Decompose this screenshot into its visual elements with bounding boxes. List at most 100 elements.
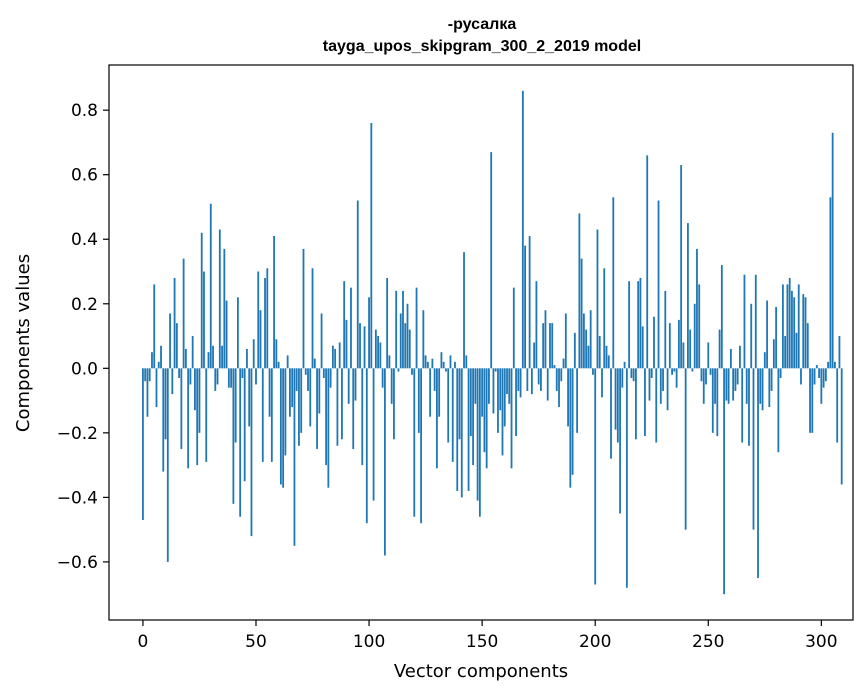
bar	[797, 284, 800, 369]
bar	[390, 368, 393, 404]
bar	[510, 368, 513, 469]
bar	[521, 90, 524, 369]
bar	[490, 152, 493, 369]
bar	[834, 361, 836, 369]
bar	[234, 368, 237, 443]
bar	[361, 368, 364, 466]
bar	[813, 368, 816, 385]
bar	[739, 345, 741, 369]
bar	[291, 368, 294, 408]
bar	[424, 355, 427, 369]
bar	[442, 361, 445, 369]
bar	[198, 368, 201, 433]
bar	[732, 368, 735, 401]
bar	[655, 368, 658, 443]
bar	[784, 336, 787, 369]
bar	[191, 336, 194, 369]
bar	[736, 368, 739, 385]
bar	[160, 345, 162, 369]
bar	[761, 368, 764, 411]
bars-group	[142, 90, 843, 595]
bar	[318, 368, 321, 414]
bar	[189, 368, 192, 385]
bar	[829, 197, 832, 369]
bar	[481, 368, 484, 417]
bar	[800, 368, 802, 385]
bar	[601, 368, 603, 398]
bar	[485, 368, 488, 469]
bar	[766, 300, 768, 369]
bar	[499, 368, 502, 411]
bar	[408, 329, 411, 369]
bar	[157, 361, 160, 369]
bar	[711, 368, 714, 433]
y-tick-label: −0.2	[57, 424, 98, 444]
bar	[831, 132, 834, 369]
bar	[365, 368, 368, 524]
bar	[331, 345, 334, 369]
bar	[180, 368, 183, 449]
bar	[250, 368, 253, 537]
bar	[497, 368, 499, 433]
bar	[343, 281, 346, 369]
bar	[374, 329, 377, 369]
bar	[474, 368, 477, 404]
bar	[748, 368, 750, 446]
bar	[589, 310, 592, 369]
bar	[212, 345, 214, 369]
bar	[757, 368, 759, 579]
bar	[429, 368, 432, 417]
bar	[445, 368, 447, 372]
bar	[684, 368, 687, 530]
bar	[207, 352, 210, 369]
bar	[725, 368, 728, 401]
bar	[404, 323, 407, 369]
bar	[641, 326, 644, 369]
bar	[302, 248, 305, 369]
bar	[415, 287, 418, 369]
bar	[345, 319, 348, 369]
bar	[795, 332, 798, 369]
bar	[356, 200, 359, 369]
bar	[515, 368, 517, 437]
bar	[255, 368, 257, 385]
bar	[488, 368, 490, 404]
bar	[388, 355, 391, 369]
bar	[616, 368, 619, 443]
bar	[237, 297, 239, 369]
bar	[508, 368, 511, 404]
bar	[700, 368, 703, 382]
bar	[727, 368, 730, 404]
bar	[564, 313, 567, 369]
bar	[770, 368, 773, 391]
bar	[397, 368, 400, 372]
bar	[664, 290, 667, 369]
bar	[151, 352, 153, 369]
bar	[709, 368, 712, 375]
bar	[637, 281, 640, 369]
bar	[284, 368, 287, 456]
bar	[786, 284, 789, 369]
bar	[526, 368, 529, 391]
bar	[716, 368, 719, 437]
bar	[203, 271, 205, 369]
bar	[311, 268, 314, 369]
bar	[420, 368, 422, 524]
bar	[506, 368, 508, 395]
bar	[793, 297, 796, 369]
bar	[687, 223, 689, 369]
bar	[431, 358, 434, 369]
bar	[354, 368, 357, 401]
bar	[594, 368, 597, 585]
bar	[501, 368, 504, 456]
bar	[553, 365, 556, 369]
bar	[257, 271, 260, 369]
bar	[619, 368, 621, 514]
bar	[275, 339, 278, 369]
bar	[277, 361, 280, 369]
bar	[743, 274, 746, 369]
bar	[781, 284, 784, 369]
bar	[279, 368, 282, 485]
bar	[836, 368, 839, 443]
bar	[377, 336, 380, 369]
